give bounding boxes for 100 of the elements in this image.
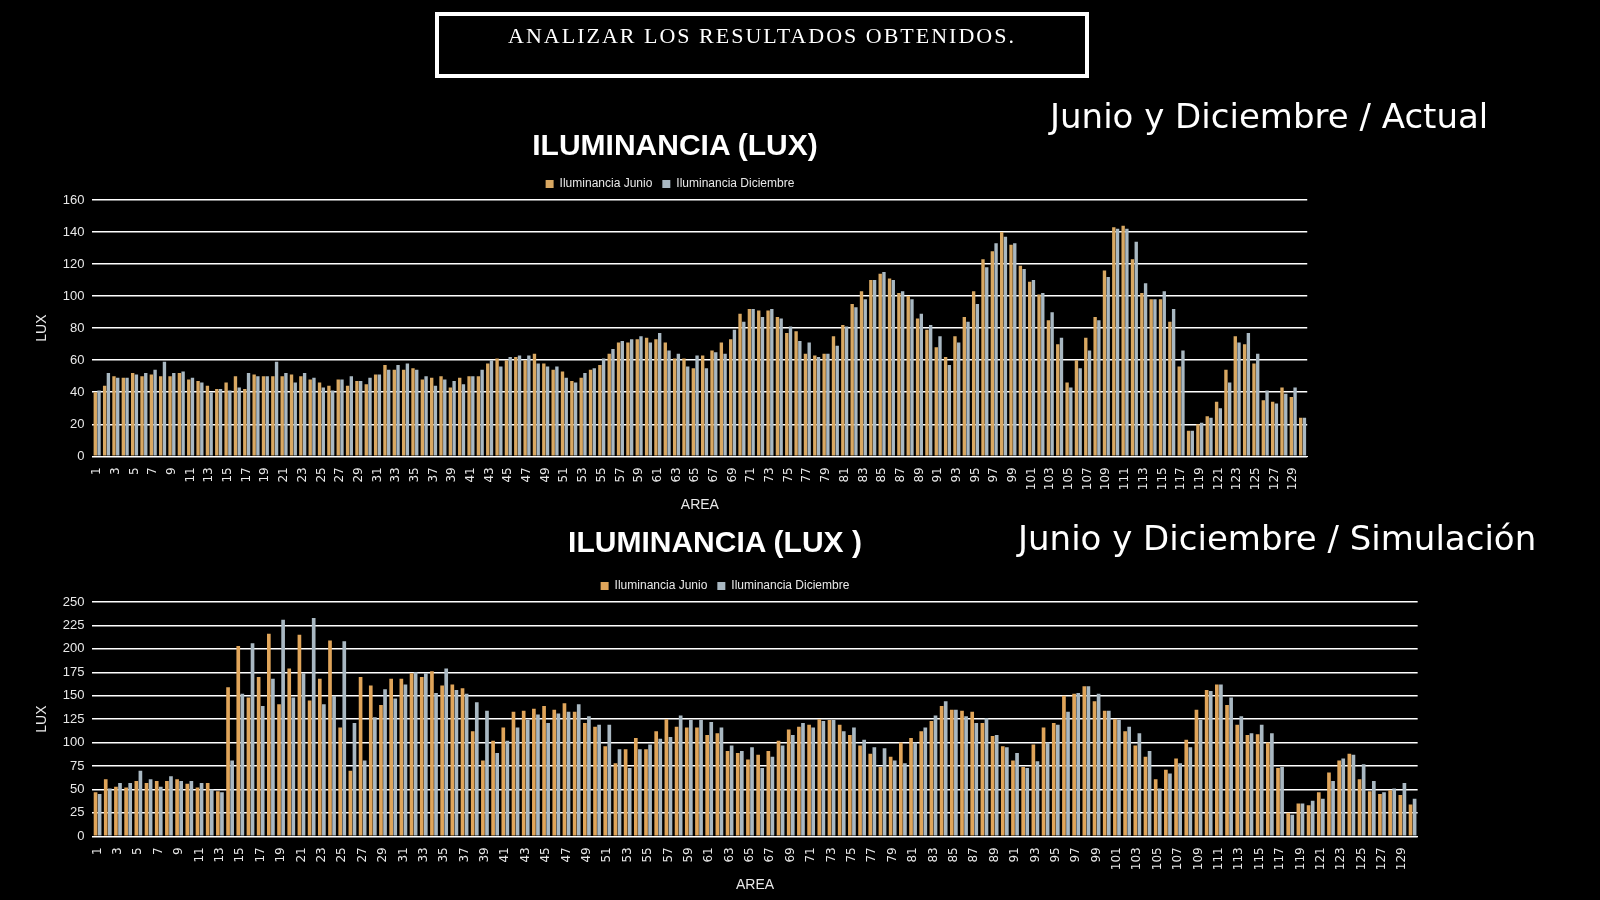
x-tick-label: 21 bbox=[276, 467, 291, 483]
x-axis-title: AREA bbox=[680, 496, 720, 513]
bar bbox=[1069, 387, 1073, 456]
bar bbox=[882, 272, 886, 456]
bar bbox=[140, 376, 144, 456]
bar bbox=[271, 376, 275, 456]
bar bbox=[1398, 795, 1403, 836]
bar bbox=[130, 373, 135, 456]
x-tick-label: 61 bbox=[649, 467, 664, 483]
bar bbox=[1246, 332, 1251, 456]
bar bbox=[430, 671, 434, 836]
bar bbox=[576, 704, 581, 836]
x-axis-title: AREA bbox=[736, 876, 775, 893]
bar bbox=[392, 369, 396, 456]
bar bbox=[990, 251, 995, 456]
bar bbox=[168, 376, 172, 456]
x-tick-label: 55 bbox=[640, 847, 655, 863]
bar bbox=[321, 387, 325, 456]
bar bbox=[913, 742, 917, 836]
x-tick-label: 63 bbox=[668, 467, 683, 483]
x-tick-label: 39 bbox=[444, 467, 459, 483]
bar bbox=[1009, 244, 1013, 456]
x-tick-label: 113 bbox=[1135, 467, 1150, 491]
x-tick-label: 109 bbox=[1190, 847, 1205, 871]
x-tick-label: 61 bbox=[701, 847, 716, 863]
bar bbox=[355, 381, 359, 456]
x-tick-label: 79 bbox=[884, 847, 899, 863]
x-tick-label: 47 bbox=[558, 847, 573, 863]
bar bbox=[440, 685, 444, 836]
bar bbox=[964, 716, 968, 836]
bar bbox=[532, 708, 536, 836]
bar bbox=[848, 735, 852, 836]
y-tick-label: 25 bbox=[70, 804, 85, 820]
bar bbox=[592, 368, 596, 456]
bar bbox=[1130, 259, 1135, 456]
bar bbox=[714, 352, 718, 456]
bar bbox=[817, 719, 822, 836]
bar bbox=[700, 355, 705, 456]
legend-label: Iluminancia Junio bbox=[614, 578, 708, 593]
bar bbox=[476, 376, 481, 456]
bar bbox=[790, 735, 795, 836]
x-tick-label: 47 bbox=[519, 467, 534, 483]
bar bbox=[607, 724, 612, 836]
x-tick-label: 17 bbox=[252, 847, 267, 863]
bar bbox=[1143, 283, 1148, 456]
bar bbox=[739, 751, 744, 836]
bar bbox=[629, 339, 634, 456]
bar bbox=[710, 350, 714, 456]
bar bbox=[1218, 408, 1223, 456]
bar bbox=[1015, 752, 1019, 836]
bar bbox=[1237, 342, 1241, 456]
x-tick-label: 113 bbox=[1231, 847, 1246, 871]
bar bbox=[411, 368, 415, 456]
bar bbox=[868, 753, 873, 836]
bar bbox=[1000, 746, 1005, 836]
bar bbox=[481, 760, 485, 836]
bar bbox=[1196, 424, 1200, 456]
x-tick-label: 83 bbox=[925, 847, 940, 863]
bar bbox=[434, 692, 438, 836]
x-tick-label: 69 bbox=[782, 847, 797, 863]
y-tick-label: 60 bbox=[70, 351, 85, 367]
bar bbox=[327, 385, 331, 456]
bar bbox=[966, 321, 970, 456]
bar bbox=[841, 731, 846, 836]
bar bbox=[794, 331, 798, 456]
chart-title: ILUMINANCIA (LUX ) bbox=[568, 525, 862, 559]
legend-label: Iluminancia Diciembre bbox=[731, 578, 850, 593]
y-tick-label: 80 bbox=[70, 319, 85, 335]
bar bbox=[209, 789, 214, 836]
bar bbox=[187, 379, 191, 456]
x-tick-label: 79 bbox=[818, 467, 833, 483]
bar bbox=[552, 709, 557, 836]
x-tick-label: 129 bbox=[1394, 847, 1409, 871]
bar bbox=[887, 278, 892, 456]
x-tick-label: 67 bbox=[706, 467, 720, 483]
bar bbox=[154, 781, 159, 836]
x-tick-label: 29 bbox=[375, 847, 390, 863]
x-tick-label: 103 bbox=[1042, 467, 1057, 491]
bar bbox=[1113, 719, 1117, 836]
bar bbox=[332, 695, 336, 836]
bar bbox=[750, 747, 754, 836]
x-tick-label: 9 bbox=[164, 467, 179, 475]
x-tick-label: 3 bbox=[107, 467, 122, 475]
bar bbox=[943, 701, 948, 836]
bar bbox=[1341, 758, 1346, 836]
bar bbox=[517, 355, 522, 456]
bar bbox=[349, 376, 354, 456]
bar bbox=[813, 355, 817, 456]
x-tick-label: 39 bbox=[477, 847, 492, 863]
x-tick-label: 85 bbox=[945, 847, 960, 863]
x-tick-label: 95 bbox=[1047, 847, 1062, 863]
bar bbox=[175, 779, 179, 836]
bar bbox=[1011, 760, 1015, 836]
bar bbox=[504, 360, 509, 456]
bar bbox=[779, 318, 783, 456]
bar bbox=[974, 722, 979, 836]
bar bbox=[975, 304, 980, 456]
bar bbox=[949, 709, 954, 836]
bar bbox=[658, 738, 663, 836]
bar bbox=[196, 381, 200, 456]
